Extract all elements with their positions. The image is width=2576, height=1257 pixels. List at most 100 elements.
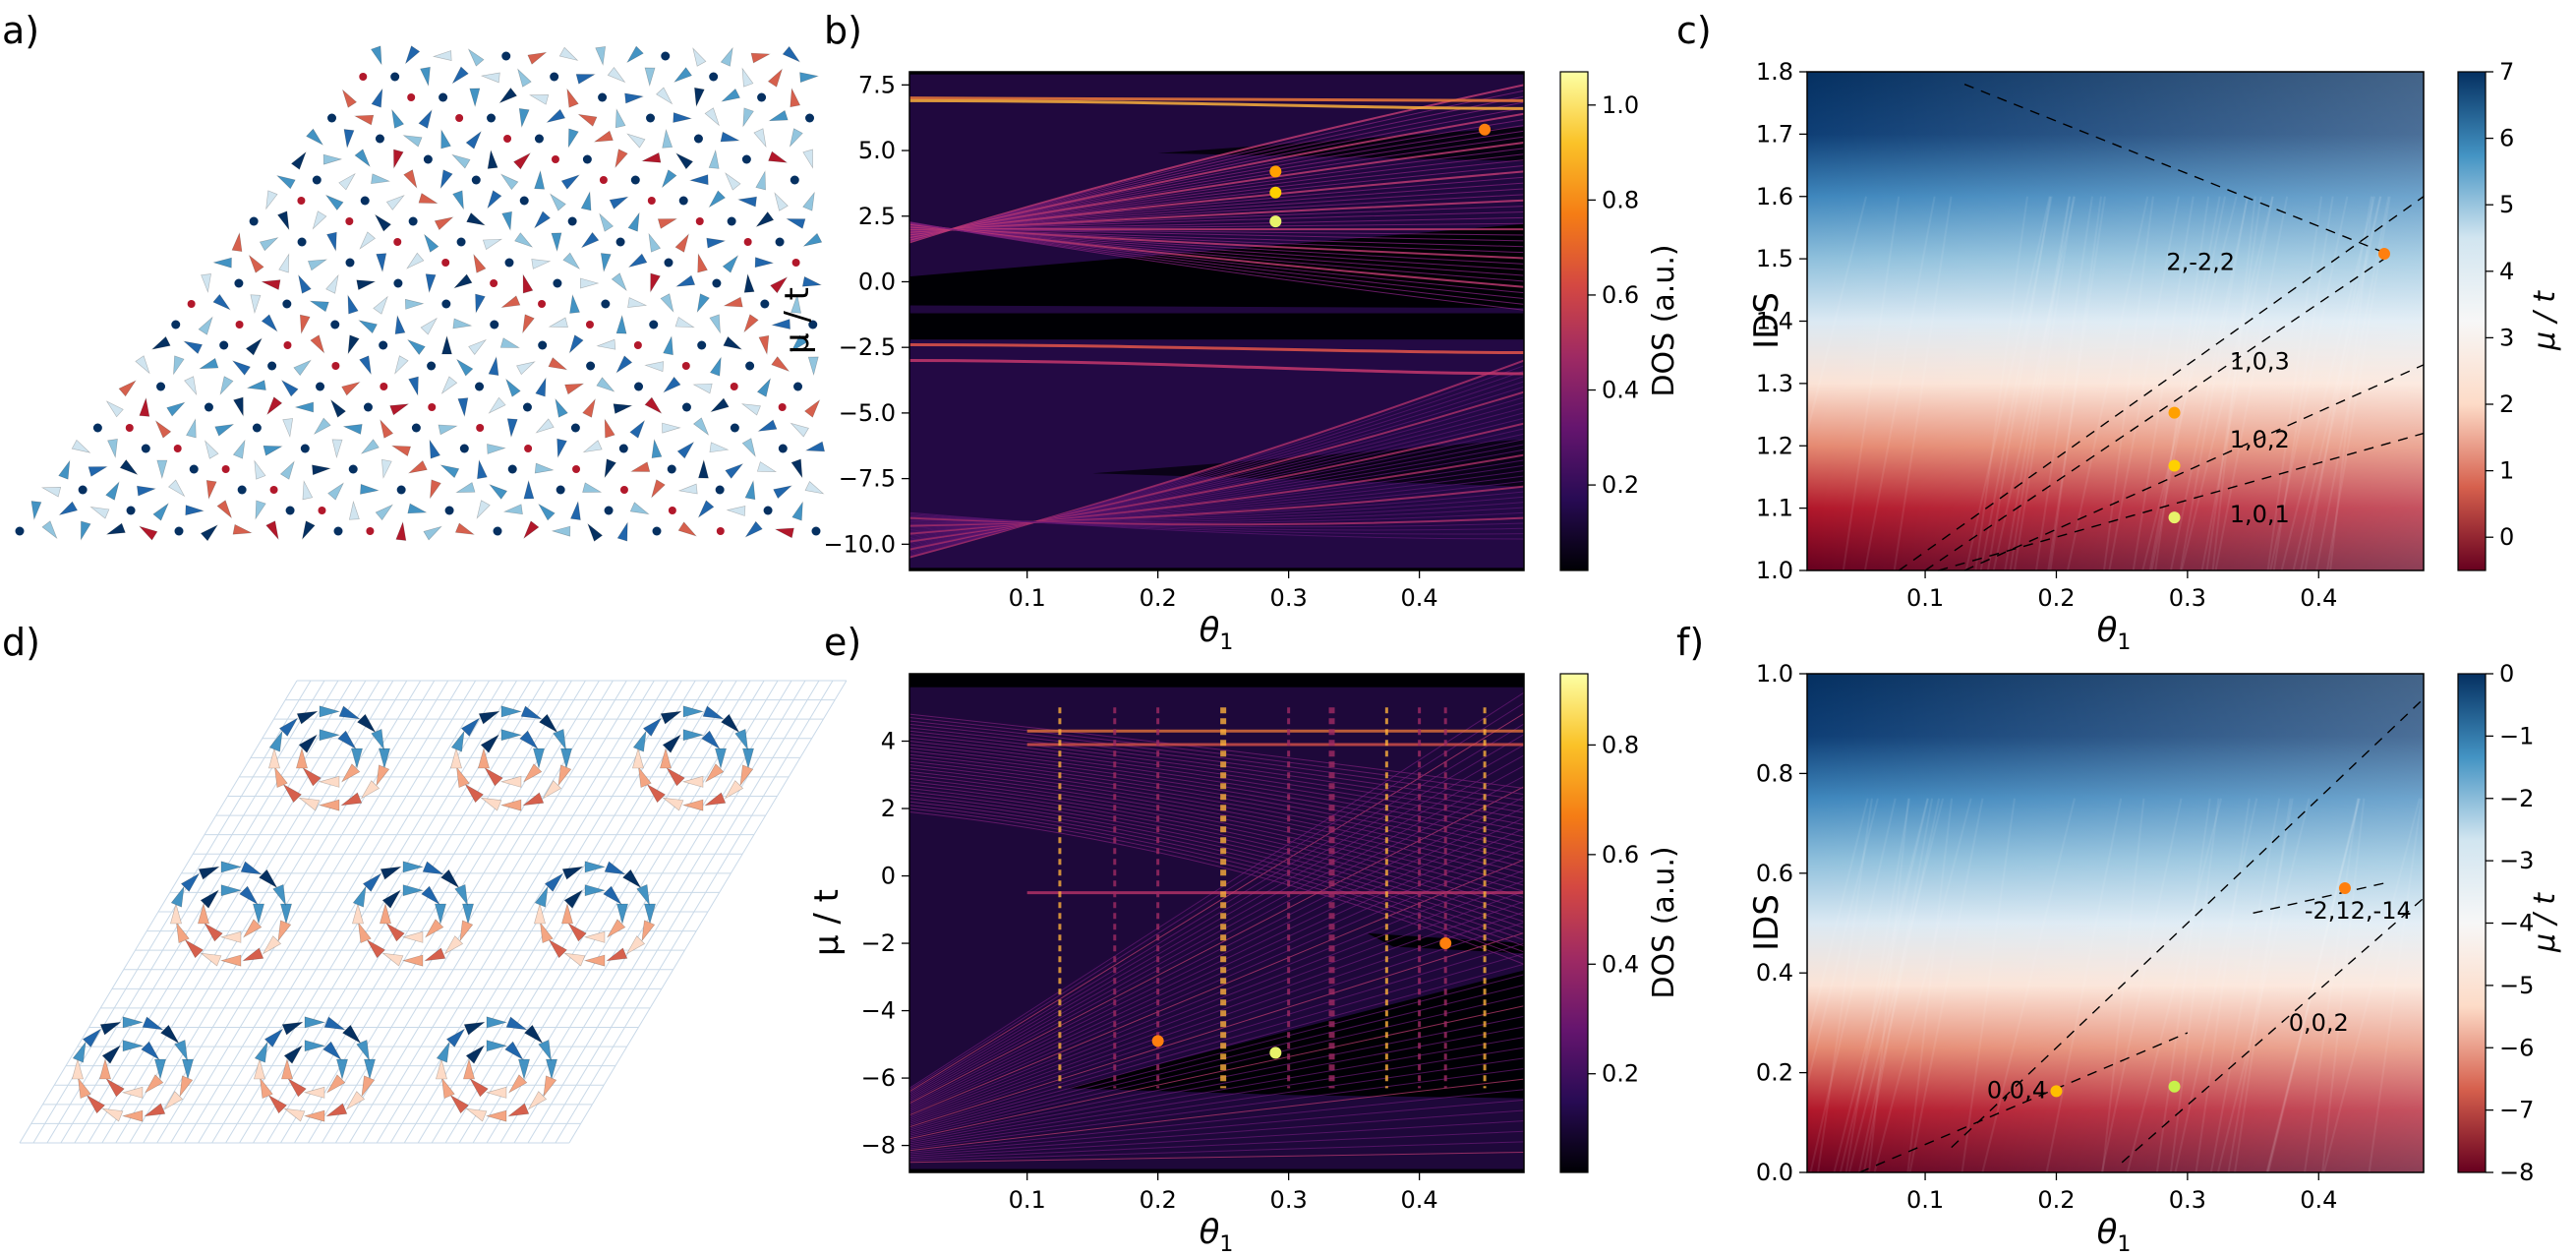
lattice-line xyxy=(129,680,408,1144)
spin-arrow xyxy=(325,273,339,294)
spin-dot xyxy=(778,403,787,411)
spin-dot xyxy=(189,464,199,474)
ylabel-c: IDS xyxy=(1747,292,1786,349)
spin-arrow xyxy=(615,108,626,129)
spin-arrow xyxy=(352,902,364,925)
spin-arrow xyxy=(455,358,474,377)
spin-arrow xyxy=(262,935,282,955)
spin-arrow xyxy=(676,441,695,459)
spin-arrow xyxy=(802,149,813,169)
spin-arrow xyxy=(615,149,628,169)
data-point xyxy=(1269,1047,1282,1059)
spin-arrow xyxy=(122,1016,145,1029)
spin-arrow xyxy=(660,710,682,725)
spin-dot xyxy=(811,526,821,536)
data-point xyxy=(2168,511,2181,524)
spin-arrow xyxy=(723,296,743,308)
spin-arrow xyxy=(296,710,319,725)
spin-arrow xyxy=(801,275,823,287)
spin-arrow xyxy=(535,418,555,434)
spin-arrow xyxy=(89,507,110,519)
spin-arrow xyxy=(569,500,581,520)
spin-dot xyxy=(300,444,310,453)
spin-arrow xyxy=(488,356,499,377)
spin-arrow xyxy=(501,210,512,231)
spin-dot xyxy=(234,278,244,288)
spin-arrow xyxy=(232,439,246,459)
panel-c: 2,-2,2 1,0,3 1,0,2 1,0,1 0.1 0.2 0.3 0.4 1.0 1.1… xyxy=(1747,58,2562,655)
spin-dot xyxy=(235,321,244,329)
spin-arrow xyxy=(622,868,642,889)
spin-arrow xyxy=(755,170,766,191)
spin-dot xyxy=(221,465,230,473)
spin-arrow xyxy=(302,766,322,787)
spin-arrow xyxy=(661,169,677,189)
spin-arrow xyxy=(580,191,592,211)
spin-dot xyxy=(668,507,676,514)
spin-arrow xyxy=(200,952,222,967)
spin-arrow xyxy=(402,135,423,148)
colorbar-b xyxy=(1559,71,1589,571)
y-tick-label: −7.5 xyxy=(839,465,896,493)
spin-arrow xyxy=(40,486,62,498)
spin-dot xyxy=(661,51,671,61)
spin-arrow xyxy=(449,1094,469,1114)
y-tick-label: 1.6 xyxy=(1756,183,1793,210)
spin-arrow xyxy=(804,441,825,452)
colorbar-label-b: DOS (a.u.) xyxy=(1647,244,1681,396)
spin-arrow xyxy=(518,1058,530,1081)
xlabel-c: θ1 xyxy=(2097,611,2132,655)
spin-arrow xyxy=(105,481,120,501)
spin-arrow xyxy=(642,717,663,737)
spin-arrow xyxy=(463,1057,475,1080)
spin-arrow xyxy=(299,314,311,334)
spin-arrow xyxy=(688,174,709,186)
spin-arrow xyxy=(287,1077,307,1098)
spin-arrow xyxy=(198,316,213,335)
spin-arrow xyxy=(770,276,789,294)
x-tick-label: 0.2 xyxy=(2037,584,2075,612)
spin-arrow xyxy=(534,885,549,908)
spin-dot xyxy=(601,299,611,309)
spin-dot xyxy=(712,278,722,288)
spin-arrow xyxy=(99,1021,122,1036)
spin-arrow xyxy=(697,500,715,518)
spin-arrow xyxy=(72,1057,84,1080)
spin-arrow xyxy=(278,717,299,737)
spin-arrow xyxy=(282,418,294,439)
spin-arrow xyxy=(219,376,234,395)
spin-arrow xyxy=(424,233,439,253)
spin-arrow xyxy=(233,396,244,417)
spin-arrow xyxy=(421,885,440,906)
spin-arrow xyxy=(660,293,674,313)
spin-arrow xyxy=(407,460,428,474)
spin-arrow xyxy=(627,253,648,269)
spin-arrow xyxy=(673,112,693,123)
spin-arrow xyxy=(179,1075,194,1098)
spin-arrow xyxy=(30,501,42,521)
phase-boundary-line xyxy=(1924,258,2385,571)
spin-arrow xyxy=(176,921,190,944)
spin-arrow xyxy=(137,485,156,497)
lattice-line xyxy=(170,680,449,1144)
lattice-line xyxy=(403,680,682,1144)
spin-arrow xyxy=(326,231,337,252)
spin-arrow xyxy=(802,191,815,211)
y-tick-label: 1.5 xyxy=(1756,245,1793,272)
spin-arrow xyxy=(152,503,169,521)
spin-arrow xyxy=(583,954,606,967)
spin-arrow xyxy=(504,1041,524,1061)
spin-arrow xyxy=(173,355,185,376)
y-tick-label: 1.7 xyxy=(1756,120,1793,148)
lattice-line xyxy=(417,680,696,1144)
spin-arrow xyxy=(478,710,500,725)
spin-arrow xyxy=(580,231,600,249)
spin-arrow xyxy=(329,398,346,418)
spin-arrow xyxy=(360,780,381,800)
plot-frame-b xyxy=(908,71,1525,571)
spin-arrow xyxy=(725,172,741,191)
band-structure-e xyxy=(909,687,1524,1169)
spin-arrow xyxy=(542,780,562,800)
spin-dot xyxy=(664,258,673,268)
spin-arrow xyxy=(629,419,646,439)
